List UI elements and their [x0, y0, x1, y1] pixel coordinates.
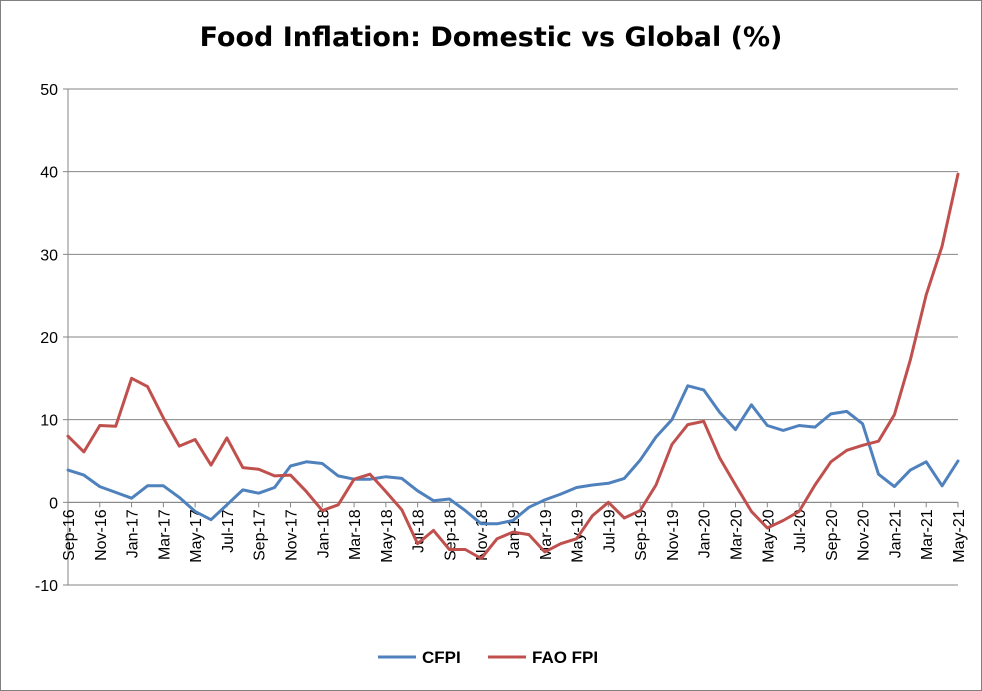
legend-label: CFPI — [422, 648, 461, 667]
y-tick-label: 40 — [40, 165, 58, 182]
x-tick-label: Nov-19 — [665, 509, 682, 561]
x-tick-label: Nov-16 — [93, 509, 110, 561]
x-tick-label: Jan-17 — [125, 509, 142, 558]
x-tick-label: Nov-18 — [474, 509, 491, 561]
x-tick-label: Sep-17 — [252, 509, 269, 561]
chart-title: Food Inflation: Domestic vs Global (%) — [199, 22, 783, 53]
x-tick-label: Mar-18 — [347, 509, 364, 560]
y-tick-label: 50 — [40, 82, 58, 99]
x-tick-label: Mar-20 — [729, 509, 746, 560]
x-tick-label: Jul-17 — [220, 509, 237, 553]
x-tick-label: Sep-18 — [442, 509, 459, 561]
legend-label: FAO FPI — [532, 648, 598, 667]
x-tick-label: May-20 — [760, 509, 777, 562]
x-tick-label: Jan-20 — [697, 509, 714, 558]
x-tick-label: Sep-19 — [633, 509, 650, 561]
x-tick-label: Jan-18 — [315, 509, 332, 558]
x-tick-label: Nov-20 — [856, 509, 873, 561]
axes — [63, 88, 959, 586]
series-line-fao-fpi — [66, 172, 960, 560]
x-tick-label: Jul-18 — [411, 509, 428, 553]
x-tick-label: May-17 — [188, 509, 205, 562]
y-tick-label: 20 — [40, 330, 58, 347]
x-axis-tick-labels: Sep-16 Nov-16 Jan-17 Mar-17 May-17 Jul-17 Sep-… — [61, 509, 968, 562]
legend: CFPI FAO FPI — [378, 648, 598, 667]
y-tick-label: 10 — [40, 413, 58, 430]
x-tick-label: Mar-21 — [919, 509, 936, 560]
x-tick-label: Jan-21 — [887, 509, 904, 558]
x-tick-label: May-21 — [951, 509, 968, 562]
x-tick-label: Jul-19 — [601, 509, 618, 553]
series-line-cfpi — [66, 384, 960, 526]
x-tick-label: Jul-20 — [792, 509, 809, 553]
x-tick-label: Sep-16 — [61, 509, 78, 561]
x-tick-label: Sep-20 — [824, 509, 841, 561]
y-tick-label: 30 — [40, 247, 58, 264]
x-tick-label: May-18 — [379, 509, 396, 562]
x-tick-label: Mar-17 — [156, 509, 173, 560]
x-tick-label: Nov-17 — [284, 509, 301, 561]
y-tick-label: -10 — [35, 578, 58, 595]
series-lines — [66, 172, 960, 560]
y-axis-tick-labels: -10 0 10 20 30 40 50 — [35, 82, 58, 595]
y-tick-label: 0 — [49, 495, 58, 512]
